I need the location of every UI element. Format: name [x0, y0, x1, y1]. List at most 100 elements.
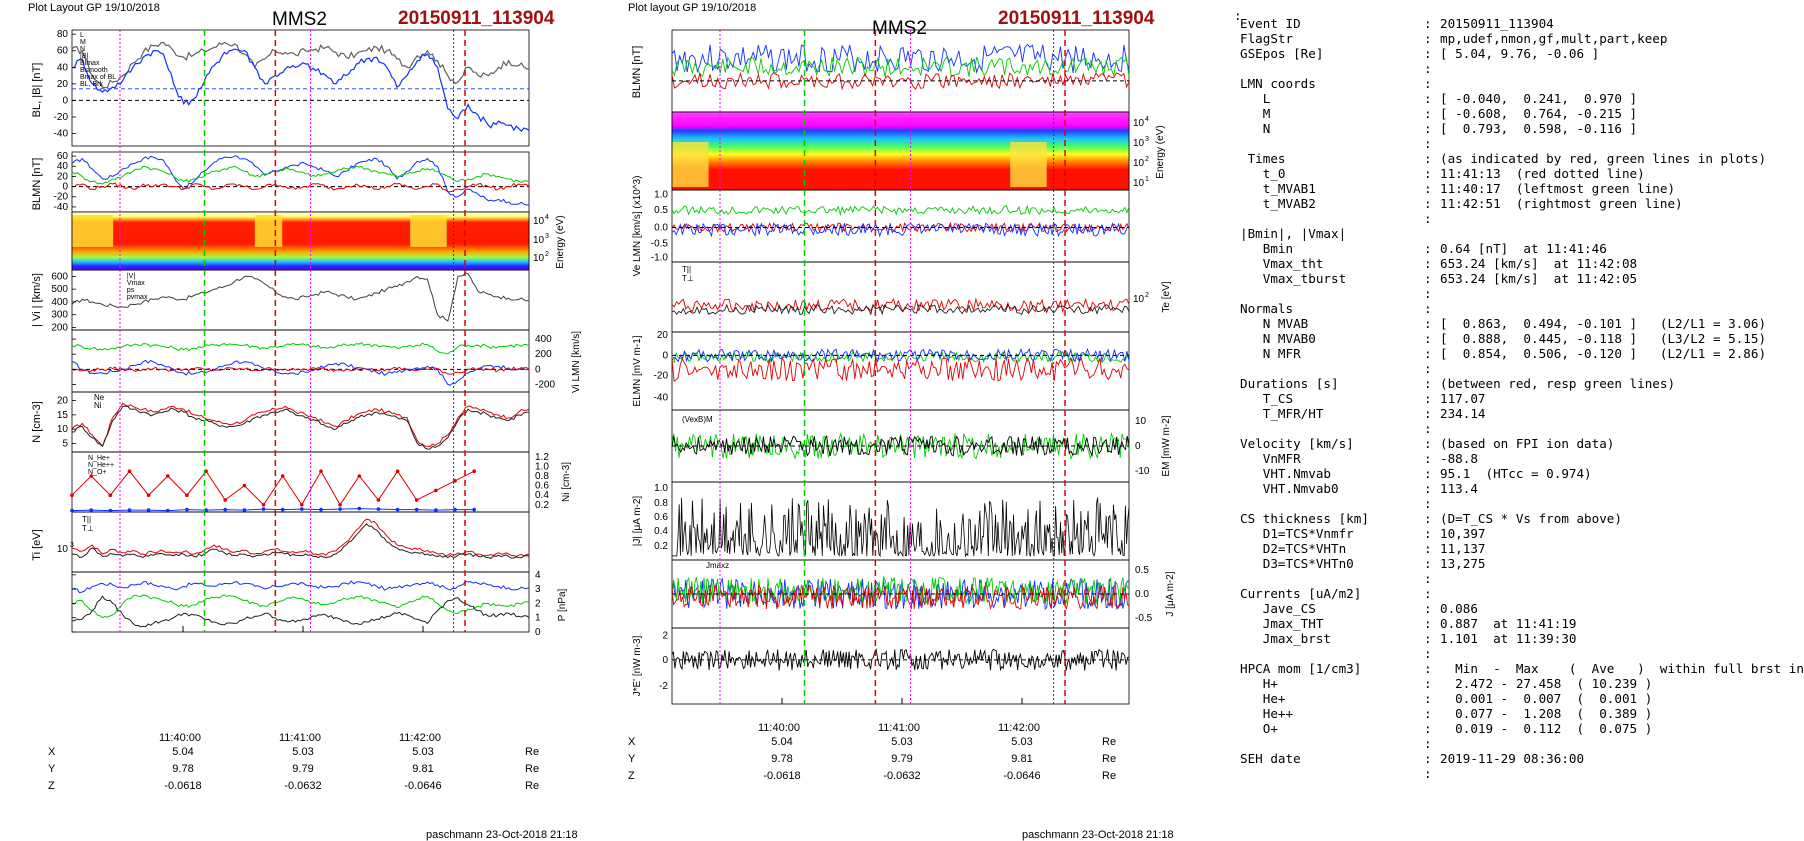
- y-tick-label: 2: [1145, 156, 1149, 163]
- y-axis-label: Ni [cm-3]: [561, 462, 572, 502]
- info-colon: :: [1424, 736, 1432, 751]
- y-tick-label: 2: [535, 598, 541, 609]
- info-value: 0.001 - 0.007 ( 0.001 ): [1440, 691, 1653, 706]
- y-axis-label: Energy (eV): [555, 215, 566, 268]
- info-key: Event ID: [1240, 16, 1301, 31]
- y-tick-label: 20: [57, 171, 69, 182]
- info-value: [ -0.608, 0.764, -0.215 ]: [1440, 106, 1638, 121]
- info-value: 2.472 - 27.458 ( 10.239 ): [1440, 676, 1653, 691]
- y-tick-label: 1.0: [654, 189, 668, 200]
- data-point: [89, 474, 93, 478]
- info-colon: :: [1424, 151, 1432, 166]
- data-point: [395, 507, 400, 512]
- series-line-el: [671, 347, 1130, 363]
- info-value: (based on FPI ion data): [1440, 436, 1615, 451]
- series-line-jn: [671, 584, 1130, 611]
- series-line-vn: [671, 221, 1130, 234]
- info-key: T_CS: [1240, 391, 1294, 406]
- info-key: L: [1240, 91, 1271, 106]
- y-tick-label: 0.8: [654, 498, 668, 509]
- y-tick-label: 40: [57, 62, 69, 73]
- info-value: [ -0.040, 0.241, 0.970 ]: [1440, 91, 1638, 106]
- y-tick-label: 10: [57, 424, 69, 435]
- y-tick-label: -2: [659, 681, 668, 692]
- series-line-jl: [671, 576, 1130, 611]
- y-tick-label: 2: [545, 251, 549, 258]
- info-colon: :: [1424, 76, 1432, 91]
- info-colon: :: [1424, 631, 1432, 646]
- data-point: [395, 469, 400, 474]
- info-key: N: [1240, 121, 1271, 136]
- time-tick-label: 11:42:00: [399, 732, 442, 744]
- info-value: (D=T_CS * Vs from above): [1440, 511, 1622, 526]
- info-value: -88.8: [1440, 451, 1478, 466]
- series-line-bn: [671, 71, 1130, 91]
- info-colon: :: [1424, 91, 1432, 106]
- spectrogram-patch: [72, 215, 114, 247]
- spectrogram-patch: [672, 142, 709, 187]
- info-value: 13,275: [1440, 556, 1486, 571]
- info-value: 11:41:13 (red dotted line): [1440, 166, 1645, 181]
- y-tick-label: 1.2: [535, 452, 549, 463]
- data-point: [434, 508, 438, 512]
- legend-entry: N: [80, 46, 85, 53]
- info-key: Vmax_tburst: [1240, 271, 1347, 286]
- series-line-bl: [71, 155, 530, 206]
- data-point: [146, 493, 151, 498]
- series-line-vm: [71, 342, 530, 355]
- y-tick-label: 0.4: [535, 490, 549, 501]
- spectrogram-fill: [672, 112, 1129, 190]
- y-tick-label: 10: [533, 253, 545, 264]
- coord-value: -0.0618: [164, 780, 202, 792]
- y-axis-label: J [μA m-2]: [1165, 571, 1176, 616]
- y-axis-label: BL, |B| [nT]: [31, 63, 43, 118]
- coord-value: 9.78: [172, 763, 194, 775]
- legend-entry: |V|: [127, 273, 135, 280]
- info-colon: :: [1424, 121, 1432, 136]
- info-value: [ 0.793, 0.598, -0.116 ]: [1440, 121, 1638, 136]
- y-tick-label: 400: [51, 297, 68, 308]
- info-value: 10,397: [1440, 526, 1486, 541]
- y-tick-label: 20: [57, 79, 69, 90]
- info-colon: :: [1424, 286, 1432, 301]
- coord-label: X: [628, 736, 636, 748]
- series-line-vn: [71, 366, 530, 375]
- info-colon: :: [1424, 271, 1432, 286]
- coord-unit: Re: [525, 780, 540, 792]
- info-colon: :: [1424, 676, 1432, 691]
- info-colon: :: [1424, 331, 1432, 346]
- y-tick-label: 0.2: [535, 500, 549, 511]
- y-tick-label: 0.5: [1135, 565, 1149, 576]
- info-key: VHT.Nmvab: [1240, 466, 1331, 481]
- info-value: (as indicated by red, green lines in plo…: [1440, 151, 1767, 166]
- legend-entry: Vmax: [127, 280, 145, 287]
- data-point: [414, 498, 419, 502]
- series-line-jmag: [671, 497, 1130, 558]
- legend-entry: Jmaxz: [706, 561, 729, 570]
- legend-entry: Ne: [94, 393, 105, 402]
- series-line-ne: [71, 402, 530, 448]
- info-key: Jave_CS: [1240, 601, 1316, 616]
- y-axis-label: N [cm-3]: [31, 401, 43, 443]
- info-colon: :: [1424, 16, 1432, 31]
- data-point: [300, 507, 304, 511]
- legend-entry: M: [80, 39, 86, 46]
- info-key: D1=TCS*Vnmfr: [1240, 526, 1354, 541]
- y-tick-label: 300: [51, 310, 68, 321]
- y-tick-label: 0.0: [1135, 589, 1149, 600]
- legend-entry: Ni: [94, 401, 102, 410]
- info-colon: :: [1424, 541, 1432, 556]
- y-axis-label: |J| [μA m-2]: [632, 496, 643, 547]
- info-value: 113.4: [1440, 481, 1478, 496]
- info-value: [ 5.04, 9.76, -0.06 ]: [1440, 46, 1600, 61]
- y-tick-label: -200: [535, 379, 555, 390]
- y-tick-label: 0: [62, 182, 68, 193]
- data-point: [319, 507, 323, 512]
- info-colon: :: [1424, 196, 1432, 211]
- y-tick-label: 3: [1145, 136, 1149, 143]
- spectrogram-patch: [1010, 142, 1047, 187]
- data-point: [242, 483, 247, 488]
- y-tick-label: 0: [662, 350, 668, 361]
- y-axis-label: BLMN [nT]: [631, 46, 643, 99]
- y-axis-label: P [nPa]: [557, 588, 568, 621]
